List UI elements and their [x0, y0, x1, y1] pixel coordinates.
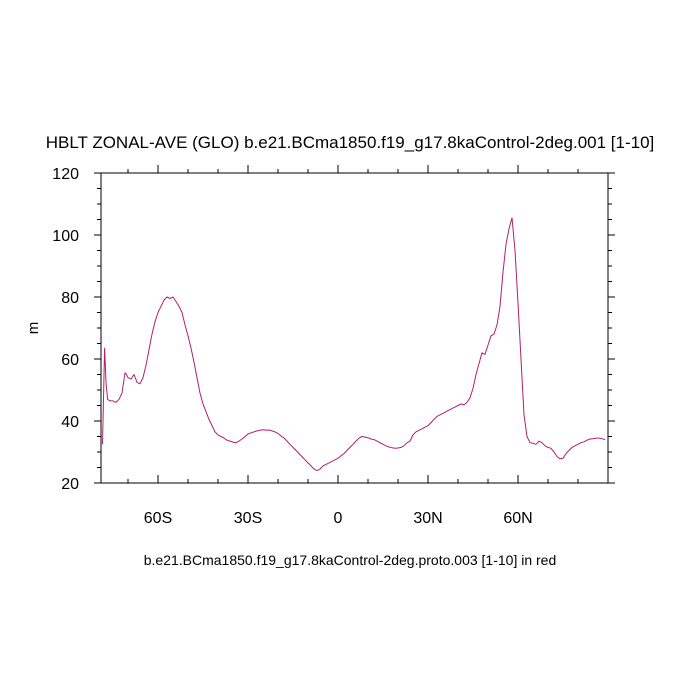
x-tick-label: 60S	[144, 510, 172, 527]
x-tick-label: 30N	[413, 510, 442, 527]
y-tick-label: 60	[61, 352, 79, 369]
x-tick-label: 0	[334, 510, 343, 527]
series-lines	[102, 217, 606, 472]
footer-caption: b.e21.BCma1850.f19_g17.8kaControl-2deg.p…	[144, 552, 557, 568]
x-tick-label: 30S	[234, 510, 262, 527]
y-tick-label: 20	[61, 476, 79, 493]
x-tick-label: 60N	[503, 510, 532, 527]
y-tick-label: 100	[52, 228, 79, 245]
y-tick-label: 40	[61, 414, 79, 431]
series-line-0	[102, 217, 606, 472]
y-tick-label: 80	[61, 290, 79, 307]
chart-title: HBLT ZONAL-AVE (GLO) b.e21.BCma1850.f19_…	[46, 133, 655, 152]
plot-frame	[100, 172, 609, 484]
tick-labels: 20 40 60 80 100 120 60S 30S 0 30N 60N	[52, 166, 532, 527]
y-tick-label: 120	[52, 166, 79, 183]
tick-marks	[94, 165, 615, 484]
y-axis-label: m	[25, 322, 42, 335]
